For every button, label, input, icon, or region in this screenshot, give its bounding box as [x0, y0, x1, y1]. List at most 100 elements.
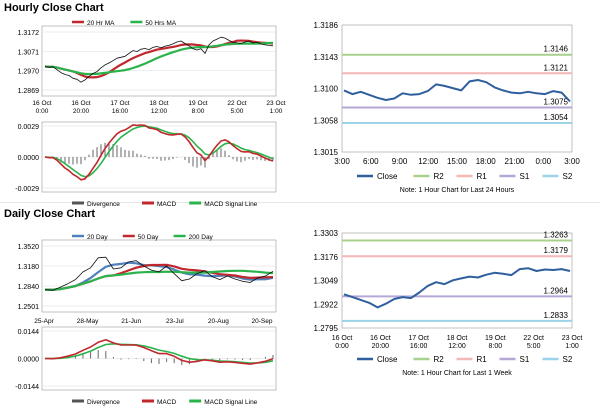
daily-macd-line	[44, 338, 274, 365]
hourly-macd-line	[44, 124, 274, 181]
hourly-section-title: Hourly Close Chart	[4, 2, 104, 14]
daily-price-ytick-label: 1.3180	[18, 264, 40, 271]
daily-side-close-line	[343, 267, 571, 309]
daily-side-xtick-label: 1:00	[565, 343, 579, 350]
daily-side-ytick-label: 1.3176	[314, 253, 339, 262]
daily-side-ytick-label: 1.2922	[314, 300, 339, 309]
hourly-xtick-label: 22 Oct	[227, 100, 246, 107]
daily-side-xtick-label: 20:00	[372, 343, 390, 350]
hourly-close-line	[44, 36, 274, 83]
daily-side-legend-label: S2	[563, 355, 573, 364]
daily-macd-legend-label: Divergence	[87, 399, 120, 406]
daily-side-xtick-label: 5:00	[527, 343, 541, 350]
daily-xtick-label: 20-Sep	[252, 318, 273, 325]
daily-level-label-s2: 1.2833	[544, 311, 569, 320]
hourly-side-xtick-label: 3:00	[564, 157, 580, 166]
hourly-price-ytick-label: 1.3172	[18, 30, 40, 37]
hourly-legend-label: 20 Hr MA	[87, 20, 115, 27]
hourly-side-xtick-label: 21:00	[504, 157, 525, 166]
daily-xtick-label: 25-Apr	[34, 318, 54, 325]
daily-side-xtick-label: 12:00	[448, 343, 466, 350]
daily-level-label-r2: 1.3263	[544, 230, 569, 239]
hourly-level-label-r2: 1.3146	[544, 45, 569, 54]
daily-level-label-r1: 1.3179	[544, 246, 569, 255]
hourly-xtick-label: 1:00	[270, 108, 283, 115]
daily-side-ytick-label: 1.2795	[314, 324, 339, 333]
hourly-macd-ytick-label: 0.0000	[18, 155, 40, 162]
hourly-price-ytick-label: 1.3071	[18, 49, 40, 56]
daily-xtick-label: 20-Aug	[208, 318, 229, 325]
daily-macd-legend-label: MACD Signal Line	[204, 399, 257, 406]
daily-legend-label: 50 Day	[138, 234, 159, 241]
hourly-side-ytick-label: 1.3100	[314, 85, 339, 94]
daily-macd-ytick-label: 0.0000	[18, 357, 40, 364]
daily-side-xtick-label: 17 Oct	[408, 335, 429, 342]
hourly-side-xtick-label: 9:00	[392, 157, 408, 166]
daily-xtick-label: 23-Jul	[166, 318, 184, 325]
hourly-side-ytick-label: 1.3186	[314, 21, 339, 30]
daily-xtick-label: 21-Jun	[121, 318, 141, 325]
daily-side-xtick-label: 8:00	[489, 343, 503, 350]
hourly-macd-signal-line	[44, 125, 274, 178]
hourly-side-xtick-label: 18:00	[476, 157, 497, 166]
hourly-xtick-label: 0:00	[36, 108, 49, 115]
daily-side-plot-area	[341, 232, 573, 329]
hourly-level-label-r1: 1.3121	[544, 63, 569, 72]
hourly-xtick-label: 17 Oct	[110, 100, 129, 107]
hourly-side-note: Note: 1 Hour Chart for Last 24 Hours	[400, 187, 515, 194]
hourly-price-ytick-label: 1.2869	[18, 88, 40, 95]
hourly-level-label-s1: 1.3075	[544, 97, 569, 106]
hourly-side-ytick-label: 1.3143	[314, 53, 339, 62]
daily-side-ytick-label: 1.3303	[314, 229, 339, 238]
daily-legend-label: 200 Day	[189, 234, 214, 241]
daily-side-xtick-label: 16 Oct	[370, 335, 391, 342]
hourly-xtick-label: 19 Oct	[188, 100, 207, 107]
hourly-macd-legend-label: Divergence	[87, 201, 120, 208]
daily-price-ytick-label: 1.2840	[18, 284, 40, 291]
hourly-ma-line	[44, 41, 274, 76]
hourly-xtick-label: 16:00	[112, 108, 129, 115]
hourly-xtick-label: 12:00	[151, 108, 168, 115]
daily-side-xtick-label: 16:00	[410, 343, 428, 350]
daily-xtick-label: 28-May	[77, 318, 99, 325]
hourly-ma-line	[44, 39, 274, 79]
hourly-side-xtick-label: 12:00	[418, 157, 439, 166]
hourly-xtick-label: 8:00	[192, 108, 205, 115]
hourly-xtick-label: 5:00	[231, 108, 244, 115]
daily-side-legend-label: S1	[520, 355, 530, 364]
hourly-macd-ytick-label: 0.0029	[18, 124, 40, 131]
daily-side-xtick-label: 22 Oct	[523, 335, 544, 342]
daily-side-xtick-label: 0:00	[335, 343, 349, 350]
hourly-side-ytick-label: 1.3058	[314, 116, 339, 125]
hourly-side-xtick-label: 3:00	[334, 157, 350, 166]
daily-side-legend-label: R1	[477, 355, 488, 364]
hourly-price-ytick-label: 1.2970	[18, 69, 40, 76]
hourly-macd-ytick-label: -0.0029	[15, 186, 39, 193]
hourly-xtick-label: 16 Oct	[32, 100, 51, 107]
hourly-side-legend-label: S2	[563, 172, 573, 181]
hourly-price-plot-area	[41, 25, 277, 97]
daily-side-legend-label: Close	[377, 355, 398, 364]
daily-macd-ytick-label: -0.0144	[15, 384, 39, 391]
hourly-side-ytick-label: 1.3015	[314, 148, 339, 157]
section-divider	[0, 202, 600, 203]
hourly-macd-legend-label: MACD	[157, 201, 176, 208]
daily-price-ytick-label: 1.3520	[18, 244, 40, 251]
hourly-side-legend-label: R2	[434, 172, 445, 181]
daily-section-title: Daily Close Chart	[4, 208, 96, 220]
daily-side-xtick-label: 16 Oct	[332, 335, 353, 342]
hourly-xtick-label: 23 Oct	[266, 100, 285, 107]
hourly-side-legend-label: S1	[520, 172, 530, 181]
hourly-level-label-s2: 1.3054	[544, 113, 569, 122]
daily-legend-label: 20 Day	[87, 234, 108, 241]
daily-side-xtick-label: 18 Oct	[447, 335, 468, 342]
hourly-side-legend-label: R1	[477, 172, 488, 181]
daily-side-legend-label: R2	[434, 355, 445, 364]
hourly-macd-legend-label: MACD Signal Line	[204, 201, 257, 208]
hourly-side-xtick-label: 15:00	[447, 157, 468, 166]
daily-side-xtick-label: 23 Oct	[562, 335, 583, 342]
daily-macd-ytick-label: 0.0144	[18, 329, 40, 336]
daily-macd-legend-label: MACD	[157, 399, 176, 406]
hourly-side-legend-label: Close	[377, 172, 398, 181]
daily-price-ytick-label: 1.2501	[18, 304, 40, 311]
